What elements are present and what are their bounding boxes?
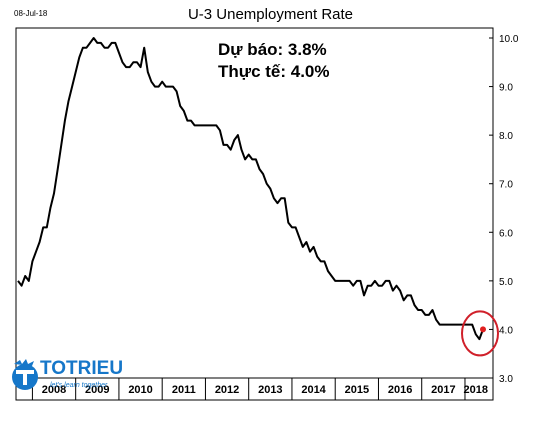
x-tick-label: 2009: [85, 384, 109, 396]
date-stamp: 08-Jul-18: [14, 9, 48, 18]
y-tick-label: 6.0: [499, 228, 513, 239]
x-tick-label: 2015: [345, 384, 369, 396]
y-tick-label: 4.0: [499, 325, 513, 336]
x-tick-label: 2014: [301, 384, 326, 396]
y-axis: 3.0 4.0 5.0 6.0 7.0 8.0 9.0 10.0: [489, 34, 519, 385]
x-axis: 2008 2009 2010 2011 2012 2013 2014 2015 2016 2017…: [31, 378, 488, 400]
highlight-circle: [461, 310, 499, 357]
series-line: [17, 37, 484, 341]
chart-title: U-3 Unemployment Rate: [187, 6, 354, 23]
x-tick-label: 2012: [215, 384, 239, 396]
forecast-annotation: Dự báo: 3.8%: [218, 40, 327, 59]
y-tick-label: 10.0: [499, 34, 519, 45]
x-tick-label: 2011: [172, 384, 196, 396]
y-tick-label: 9.0: [499, 83, 513, 94]
plot-frame: [15, 27, 494, 401]
actual-annotation: Thực tế: 4.0%: [218, 62, 330, 81]
logo: TOTRIEU let's learn together: [10, 356, 130, 396]
y-tick-label: 3.0: [499, 374, 513, 385]
x-tick-label: 2017: [431, 384, 455, 396]
y-tick-label: 7.0: [499, 180, 513, 191]
x-tick-label: 2013: [258, 384, 282, 396]
x-tick-label: 2008: [42, 384, 66, 396]
logo-icon: [12, 359, 38, 390]
highlight-point: [480, 326, 486, 333]
logo-tagline: let's learn together: [50, 382, 108, 389]
y-tick-label: 5.0: [499, 277, 513, 288]
x-tick-label: 2018: [464, 384, 488, 396]
x-tick-label: 2010: [128, 384, 152, 396]
logo-name: TOTRIEU: [40, 358, 124, 379]
y-tick-label: 8.0: [499, 131, 513, 142]
x-tick-label: 2016: [388, 384, 412, 396]
